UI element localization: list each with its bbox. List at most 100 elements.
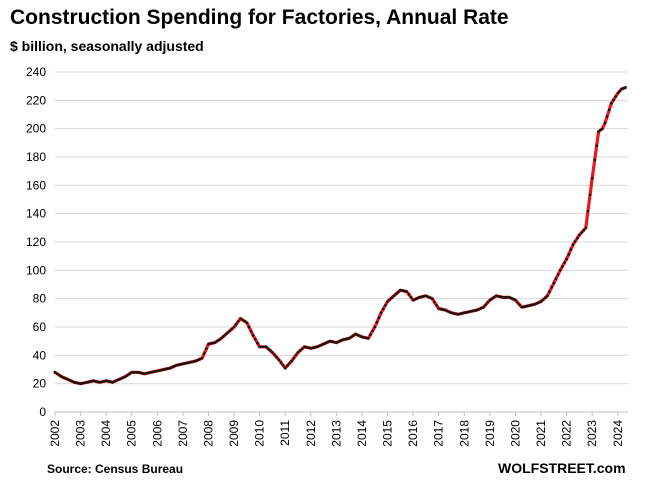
data-point (546, 294, 549, 298)
data-point (612, 98, 615, 102)
data-point (160, 368, 163, 372)
x-tick-label: 2014 (355, 420, 369, 447)
y-tick-label: 140 (26, 207, 46, 221)
data-point (333, 340, 336, 344)
data-point (147, 371, 151, 375)
x-tick-label: 2013 (329, 420, 343, 447)
data-point (469, 310, 473, 313)
data-point (213, 341, 217, 344)
data-point (541, 298, 545, 301)
x-tick-label: 2020 (508, 420, 522, 447)
data-point (407, 293, 411, 296)
data-point (224, 333, 227, 336)
data-point (217, 338, 221, 342)
data-point (283, 366, 287, 370)
data-point (529, 304, 532, 307)
data-point (256, 341, 259, 345)
data-point (595, 144, 598, 147)
data-point (426, 295, 430, 299)
data-point (192, 360, 195, 363)
series-group (53, 85, 628, 386)
data-point (588, 193, 592, 197)
data-point (273, 353, 276, 357)
data-point (177, 363, 180, 367)
data-point (175, 364, 178, 367)
y-tick-label: 0 (39, 405, 46, 419)
data-point (377, 316, 381, 319)
data-point (373, 325, 377, 329)
y-tick-label: 220 (26, 93, 46, 107)
data-point (290, 359, 293, 363)
data-point (94, 380, 97, 383)
data-point (409, 296, 413, 299)
data-point (576, 236, 579, 240)
x-tick-label: 2016 (406, 420, 420, 447)
data-point (70, 380, 74, 383)
data-point (418, 296, 421, 299)
data-point (520, 305, 524, 309)
data-point (431, 297, 434, 301)
data-point (537, 301, 541, 304)
data-point (60, 375, 63, 378)
data-point (190, 360, 193, 364)
data-point (490, 297, 494, 301)
data-point (130, 371, 133, 374)
y-tick-label: 160 (26, 178, 46, 192)
data-point (450, 311, 453, 315)
data-point (279, 361, 283, 364)
data-point (326, 340, 330, 344)
data-point (405, 290, 409, 293)
data-point (311, 346, 315, 350)
data-point (477, 307, 481, 311)
data-point (599, 128, 602, 132)
data-point (149, 371, 153, 374)
data-point (495, 294, 498, 298)
data-point (379, 311, 383, 315)
data-point (247, 325, 251, 329)
data-point (420, 295, 424, 299)
data-point (181, 362, 185, 366)
data-point (445, 309, 449, 313)
data-point (173, 364, 176, 368)
data-point (301, 347, 304, 351)
data-point (601, 127, 604, 130)
data-point (262, 345, 266, 349)
data-point (151, 370, 155, 374)
data-point (522, 305, 526, 309)
data-point (234, 322, 238, 326)
data-point (501, 296, 505, 299)
x-tick-label: 2024 (611, 420, 625, 447)
data-point (352, 334, 355, 337)
data-point (292, 356, 296, 360)
x-tick-label: 2006 (150, 420, 164, 447)
data-point (168, 366, 172, 370)
data-point (315, 345, 319, 349)
data-point (188, 361, 191, 364)
data-point (64, 377, 67, 380)
x-tick-label: 2021 (534, 420, 548, 447)
data-point (141, 372, 144, 375)
data-point (269, 349, 272, 352)
data-point (486, 301, 490, 304)
x-tick-label: 2011 (278, 420, 292, 446)
data-point (266, 347, 270, 351)
data-point (343, 338, 347, 341)
data-point (313, 346, 317, 349)
data-point (428, 296, 432, 300)
data-point (249, 330, 253, 333)
data-point (294, 354, 298, 357)
data-point (514, 298, 517, 302)
series-line (53, 85, 628, 386)
data-point (584, 226, 588, 230)
data-point (87, 380, 91, 384)
x-axis-ticks: 2002 2003 2004 2005 2006 2007 2008 2009 2010 2011… (48, 412, 625, 447)
data-point (488, 298, 492, 302)
data-point (194, 359, 197, 363)
data-point (113, 380, 116, 383)
x-tick-label: 2008 (201, 420, 215, 447)
data-point (516, 301, 519, 304)
data-point (452, 312, 455, 315)
data-point (183, 362, 187, 365)
data-point (616, 92, 620, 95)
x-tick-label: 2003 (74, 420, 88, 447)
